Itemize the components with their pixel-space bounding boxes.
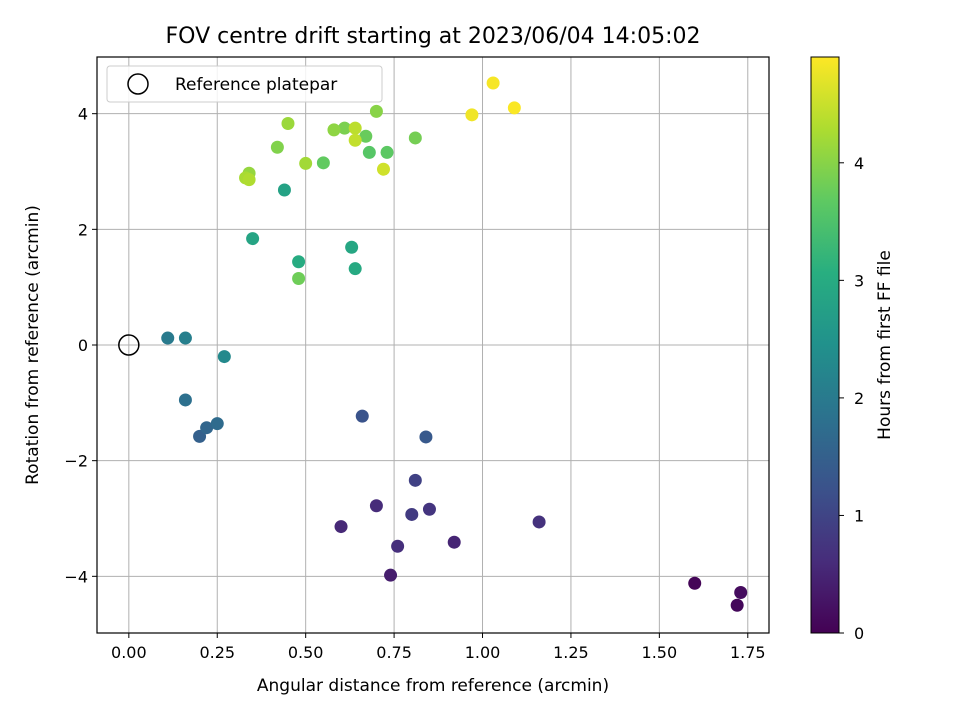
data-point [384,568,398,582]
x-tick-label: 1.25 [553,643,589,662]
data-point [391,539,405,553]
colorbar-ticks: 0 1 2 3 4 [839,154,864,643]
data-point [465,108,479,122]
chart-title: FOV centre drift starting at 2023/06/04 … [166,24,701,49]
data-point [422,502,436,516]
data-point [359,129,373,143]
data-point [355,409,369,423]
colorbar-tick-label: 4 [854,154,864,173]
data-point [447,535,461,549]
y-tick-label: 4 [78,105,88,124]
y-tick-label: 0 [78,336,88,355]
x-tick-label: 1.00 [465,643,501,662]
data-point [419,430,433,444]
data-point [242,173,256,187]
x-tick-label: 1.50 [642,643,678,662]
data-point [217,350,231,364]
legend-entry: Reference platepar [175,75,337,95]
colorbar-tick-label: 1 [854,506,864,525]
colorbar-tick-label: 3 [854,271,864,290]
data-point [348,262,362,276]
data-point [408,473,422,487]
data-point [362,145,376,159]
data-point [486,76,500,90]
data-point [246,232,260,246]
legend: Reference platepar [106,65,383,103]
data-point [730,598,744,612]
data-point [334,520,348,534]
data-point [270,140,284,154]
y-axis-ticks: −4 −2 0 2 4 [64,105,97,586]
data-point [316,156,330,170]
y-tick-label: 2 [78,220,88,239]
data-point [734,586,748,600]
data-point [380,145,394,159]
y-axis-label: Rotation from reference (arcmin) [23,205,43,485]
data-point [277,183,291,197]
reference-marker [118,334,140,356]
legend-marker [127,73,149,95]
legend-box [106,65,383,103]
data-point [405,507,419,521]
y-tick-label: −4 [64,567,88,586]
x-tick-label: 0.25 [199,643,235,662]
data-points [161,76,748,612]
y-tick-label: −2 [64,452,88,471]
data-point [369,499,383,513]
data-point [348,121,362,135]
colorbar-tick-label: 0 [854,624,864,643]
data-point [193,429,207,443]
x-axis-label: Angular distance from reference (arcmin) [257,676,609,696]
colorbar-label: Hours from first FF file [875,250,895,440]
data-point [161,331,175,345]
x-tick-label: 0.75 [376,643,412,662]
data-point [348,133,362,147]
data-point [299,156,313,170]
data-point [210,417,224,431]
data-point [408,131,422,145]
data-point [200,421,214,435]
data-point [178,331,192,345]
data-point [369,104,383,118]
x-axis-ticks: 0.00 0.25 0.50 0.75 1.00 1.25 1.50 1.75 [111,633,766,662]
x-tick-label: 1.75 [730,643,766,662]
data-point [338,121,352,135]
data-point [688,576,702,590]
data-point [507,101,521,115]
data-point [292,255,306,269]
grid-lines [97,57,769,633]
data-point [281,117,295,131]
x-tick-label: 0.50 [288,643,324,662]
data-point [292,271,306,285]
data-point [532,515,546,529]
colorbar: 0 1 2 3 4 Hours from first FF file [810,56,895,643]
data-point [345,240,359,254]
data-point [376,162,390,176]
data-point [327,123,341,137]
colorbar-gradient [810,56,840,634]
colorbar-tick-label: 2 [854,389,864,408]
data-point [178,393,192,407]
x-tick-label: 0.00 [111,643,147,662]
